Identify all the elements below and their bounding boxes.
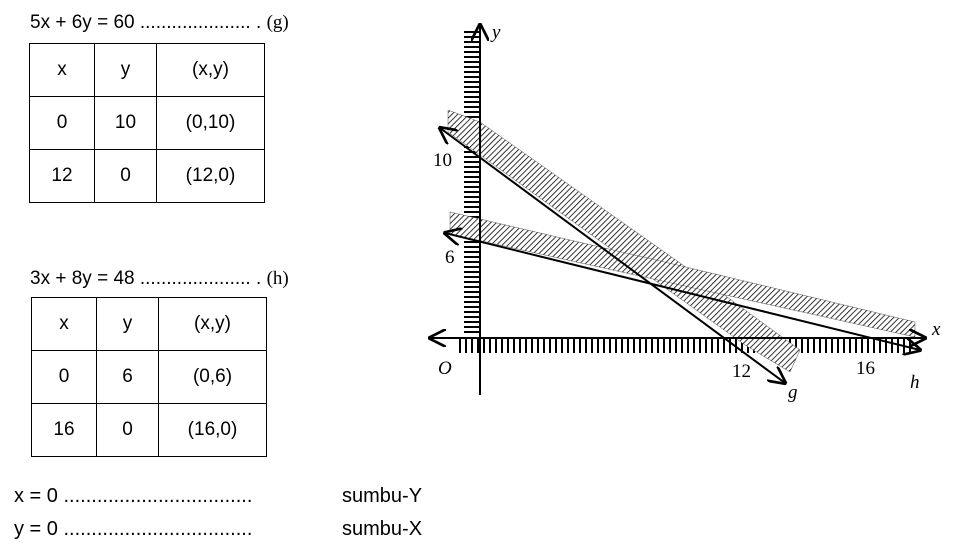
cell: 12 [29,149,95,203]
equation: 3x + 8y = 48 ..................... . (h) [30,268,289,290]
cell: 0 [94,149,157,203]
cell: (0,10) [156,96,265,150]
y-axis-hatching [464,31,480,333]
dots: .................................. [63,485,253,507]
x-tick-label: 16 [856,358,875,379]
y-axis-label: y [490,22,501,43]
y-tick-label: 10 [433,150,452,171]
y-tick-label: 6 [445,247,455,268]
axis-note: x = 0 ..................................… [14,485,422,508]
cell: (12,0) [156,149,265,203]
x-axis-label: x [931,319,941,340]
axis-note: y = 0 ..................................… [14,518,422,541]
equation: 5x + 6y = 60 ..................... . (g) [30,12,289,34]
cell: 16 [31,403,97,457]
cell: 0 [96,403,159,457]
note-axis: sumbu-Y [342,485,423,507]
note-equation: y = 0 [14,518,58,540]
line-label: g [788,382,798,403]
header-cell: (x,y) [156,43,265,97]
equation-label: (g) [266,12,289,33]
hatched-region [449,211,916,338]
line-h [445,233,920,350]
equation-text: 3x + 8y = 48 [30,268,135,289]
dots: ..................... . [139,12,262,33]
header-cell: (x,y) [158,297,267,351]
cell: (16,0) [158,403,267,457]
line-label: h [910,372,920,393]
x-tick-label: 12 [732,361,751,382]
table: x y (x,y) 0 6 (0,6) 16 0 (16,0) [31,297,267,457]
dots: .................................. [63,518,253,540]
dots: ..................... . [139,268,262,289]
equation-label: (h) [266,268,289,289]
equation-text: 5x + 6y = 60 [30,12,135,33]
line-g [440,128,785,383]
cell: 10 [94,96,157,150]
note-equation: x = 0 [14,485,58,507]
origin-label: O [438,358,452,379]
cell: 0 [29,96,95,150]
note-axis: sumbu-X [342,518,423,540]
cell: 6 [96,350,159,404]
x-axis-hatching [459,338,911,353]
table: x y (x,y) 0 10 (0,10) 12 0 (12,0) [29,43,265,203]
